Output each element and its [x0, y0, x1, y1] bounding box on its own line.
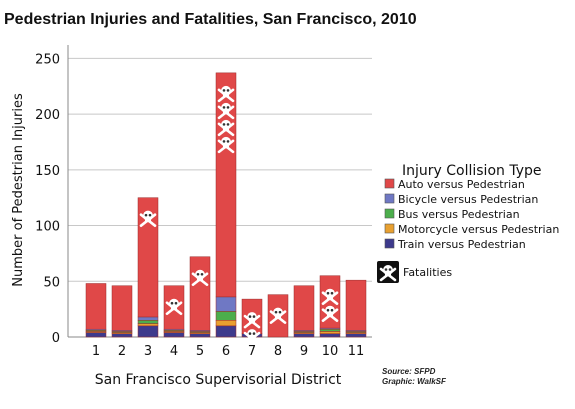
- bar-segment-2-0: [111, 333, 133, 338]
- legend-title: Injury Collision Type: [402, 163, 542, 179]
- bar-segment-6-3: [215, 296, 237, 312]
- bar-segment-5-0: [189, 333, 211, 338]
- x-tick-label: 10: [322, 344, 339, 359]
- bar-segment-10-4: [319, 275, 341, 329]
- bar-segment-9-4: [293, 285, 315, 331]
- x-tick-label: 5: [196, 344, 204, 359]
- legend-label: Bicycle versus Pedestrian: [398, 193, 538, 206]
- bar-segment-1-0: [85, 332, 107, 338]
- legend-label: Motorcycle versus Pedestrian: [398, 223, 559, 236]
- legend-swatch: [384, 223, 395, 234]
- y-tick-label: 0: [52, 331, 60, 346]
- legend-label: Bus versus Pedestrian: [398, 208, 520, 221]
- bar-segment-3-0: [137, 325, 159, 338]
- x-axis-label: San Francisco Supervisorial District: [95, 372, 342, 388]
- legend-swatch: [384, 208, 395, 219]
- bar-segment-3-1: [137, 323, 159, 327]
- bar-segment-1-4: [85, 283, 107, 330]
- legend-label: Train versus Pedestrian: [397, 238, 526, 251]
- x-tick-label: 6: [222, 344, 230, 359]
- y-tick-label: 100: [35, 220, 60, 235]
- legend-label: Auto versus Pedestrian: [398, 178, 525, 191]
- x-axis-ticks: 1 2 3 4 5 6 7 8 9 10 11: [92, 344, 364, 359]
- bar-segment-10-2: [319, 328, 341, 332]
- x-tick-label: 11: [348, 344, 365, 359]
- y-axis-ticks: 0 50 100 150 200 250: [35, 52, 60, 346]
- source-note: Source: SFPD: [382, 367, 436, 376]
- x-tick-label: 8: [274, 344, 282, 359]
- bar-segment-11-4: [345, 279, 367, 331]
- x-tick-label: 7: [248, 344, 256, 359]
- legend-swatch: [384, 193, 395, 204]
- graphic-credit: Graphic: WalkSF: [382, 377, 447, 386]
- legend: Injury Collision Type Auto versus Pedest…: [377, 163, 559, 283]
- y-tick-label: 200: [35, 108, 60, 123]
- y-axis-label: Number of Pedestrian Injuries: [11, 93, 26, 287]
- x-tick-label: 4: [170, 344, 178, 359]
- y-tick-label: 250: [35, 52, 60, 67]
- bar-segment-3-4: [137, 197, 159, 318]
- legend-swatch: [384, 178, 395, 189]
- bar-segment-5-4: [189, 256, 211, 331]
- y-tick-label: 150: [35, 164, 60, 179]
- bar-segment-2-4: [111, 285, 133, 331]
- bar-segment-6-4: [215, 72, 237, 298]
- bar-segment-6-1: [215, 320, 237, 327]
- x-tick-label: 1: [92, 344, 100, 359]
- bar-segment-4-0: [163, 332, 185, 338]
- x-tick-label: 2: [118, 344, 126, 359]
- bar-segment-10-0: [319, 333, 341, 338]
- bar-segment-3-2: [137, 320, 159, 324]
- fatalities-legend-label: Fatalities: [403, 266, 452, 279]
- x-tick-label: 9: [300, 344, 308, 359]
- legend-swatch: [384, 238, 395, 249]
- bar-segment-11-0: [345, 333, 367, 338]
- bar-segment-10-1: [319, 331, 341, 334]
- x-tick-label: 3: [144, 344, 152, 359]
- chart-title: Pedestrian Injuries and Fatalities, San …: [4, 11, 417, 28]
- bar-segment-6-2: [215, 311, 237, 321]
- bar-segment-3-3: [137, 316, 159, 321]
- bar-segment-9-0: [293, 333, 315, 338]
- y-tick-label: 50: [43, 275, 60, 290]
- bar-segment-6-0: [215, 325, 237, 338]
